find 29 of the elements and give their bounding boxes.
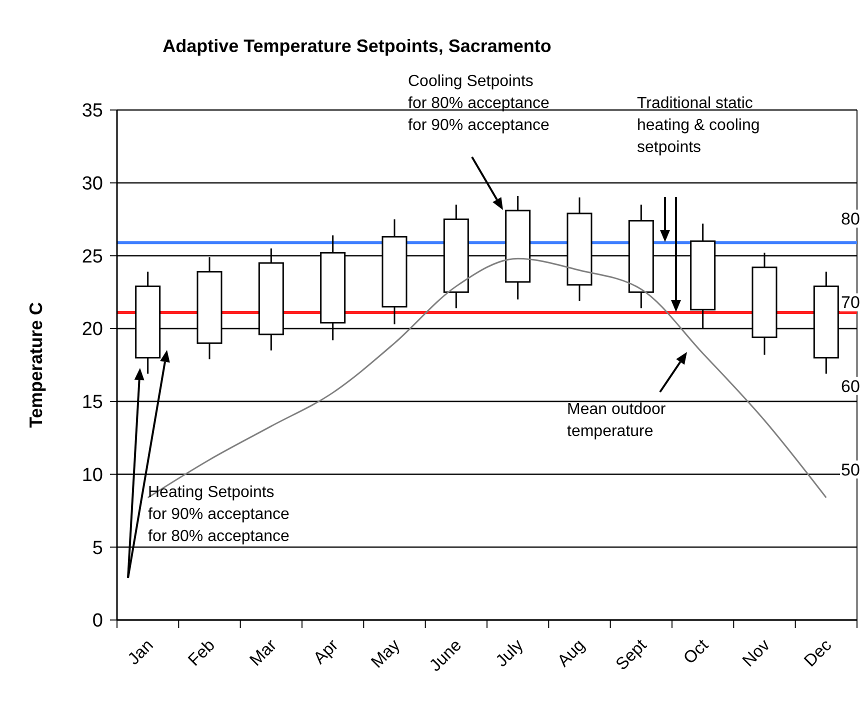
y-tick-label: 30 [82,174,103,195]
annotation: Mean outdoor temperature [567,401,666,440]
chart-title: Adaptive Temperature Setpoints, Sacramento [162,36,552,56]
y-tick-label: 0 [92,610,103,632]
y-axis-title: Temperature C [26,302,46,428]
x-tick-label: Feb [184,636,219,670]
x-tick-label: Jan [124,636,157,668]
y-tick-label: 35 [82,100,103,122]
x-tick-label: Nov [738,635,774,670]
x-tick-label: July [492,635,528,670]
line-series [147,258,827,498]
x-tick-label: Mar [246,635,280,670]
x-tick-label: May [367,635,404,672]
y2-tick-label: 80 [841,210,860,229]
annotation: Traditional static heating & cooling setpoints [637,95,760,156]
y-tick-label: 20 [82,319,103,340]
x-tick-label: Oct [680,635,712,668]
y-tick-label: 5 [92,538,103,559]
y2-tick-label: 60 [841,376,860,396]
x-tick-label: Aug [554,636,589,670]
y-tick-label: 25 [82,246,103,268]
y2-tick-label: 70 [841,293,860,312]
y2-tick-label: 50 [841,460,860,480]
x-tick-label: Dec [800,635,836,670]
y-tick-label: 15 [82,392,103,414]
y-tick-label: 10 [82,464,103,486]
x-tick-label: Apr [310,635,342,668]
annotation: Cooling Setpoints for 80% acceptance for 90% acceptance [408,73,550,134]
annotation: Heating Setpoints for 90% acceptance for 80% acceptance [148,484,290,545]
